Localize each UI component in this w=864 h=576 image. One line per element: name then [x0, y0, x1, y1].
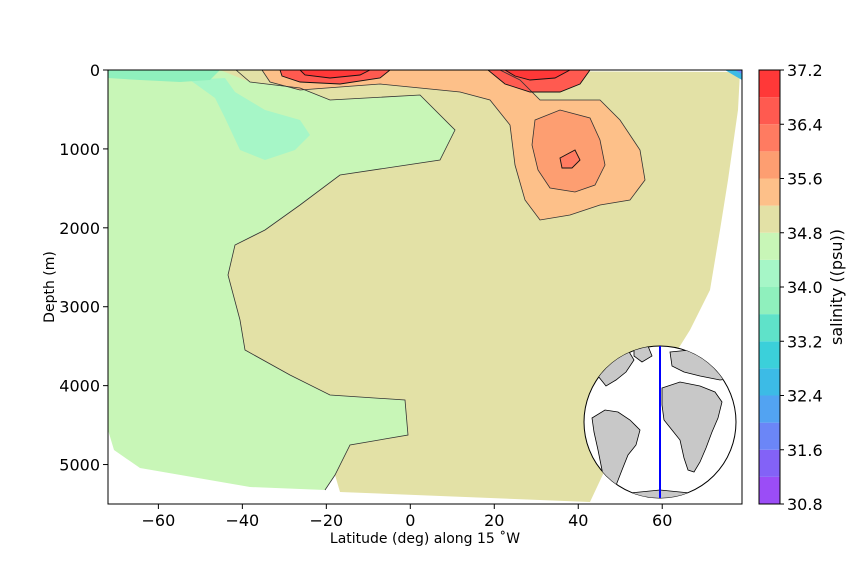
contour-line-36.0	[559, 149, 581, 169]
region-med-core	[560, 150, 580, 168]
region-intermediate-water-surface	[108, 70, 220, 82]
contour-line-36.4-north	[487, 70, 591, 93]
colorbar-tick-label: 30.8	[787, 495, 823, 514]
inset-globe-map	[583, 345, 737, 499]
contour-line-35.6	[531, 109, 606, 193]
region-med-outflow	[532, 110, 605, 192]
y-axis-label: Depth (m)	[42, 251, 58, 323]
y-tick-label: 5000	[59, 456, 100, 475]
contour-line-34.8	[227, 70, 456, 491]
region-arctic-fresh	[725, 70, 742, 80]
colorbar-segment	[759, 287, 780, 315]
y-tick-label: 4000	[59, 377, 100, 396]
contour-line-36.8	[299, 70, 571, 81]
colorbar-label: salinity ((psu))	[827, 229, 846, 345]
colorbar-tick-label: 33.2	[787, 332, 823, 351]
contour-line-36.4-south	[279, 70, 391, 85]
colorbar: 30.8 31.6 32.4 33.2 34.0 34.8 35.6 36.4 37.2	[759, 61, 823, 514]
y-tick-label: 3000	[59, 298, 100, 317]
colorbar-segment	[759, 368, 780, 396]
colorbar-tick-label: 31.6	[787, 441, 823, 460]
colorbar-segment	[759, 151, 780, 179]
colorbar-segment	[759, 422, 780, 450]
contour-line-35.2	[261, 70, 646, 221]
colorbar-segment	[759, 205, 780, 233]
colorbar-segment	[759, 178, 780, 206]
x-tick-label: −40	[225, 511, 259, 530]
colorbar-segment	[759, 314, 780, 342]
x-tick-label: −60	[142, 511, 176, 530]
globe-land-greenland	[633, 346, 653, 363]
y-tick-label: 1000	[59, 140, 100, 159]
colorbar-segment	[759, 449, 780, 477]
colorbar-tick-label: 37.2	[787, 61, 823, 80]
x-tick-label: 60	[652, 511, 672, 530]
colorbar-segment	[759, 97, 780, 125]
x-tick-label: −20	[309, 511, 343, 530]
colorbar-segment	[759, 124, 780, 152]
x-axis: −60 −40 −20 0 20 40 60	[142, 504, 672, 530]
colorbar-tick-label: 34.8	[787, 224, 823, 243]
colorbar-tick-label: 35.6	[787, 170, 823, 189]
plot-frame	[107, 69, 743, 505]
x-tick-label: 20	[484, 511, 504, 530]
colorbar-segment	[759, 341, 780, 369]
y-tick-label: 0	[90, 61, 100, 80]
y-tick-label: 2000	[59, 219, 100, 238]
colorbar-tick-label: 32.4	[787, 387, 823, 406]
x-tick-label: 0	[405, 511, 415, 530]
region-arctic-fresher	[735, 70, 742, 74]
x-tick-label: 40	[568, 511, 588, 530]
region-bottom-water	[108, 70, 455, 490]
colorbar-segment	[759, 259, 780, 287]
colorbar-segment	[759, 232, 780, 260]
colorbar-segment	[759, 395, 780, 423]
globe-land-africa	[661, 381, 723, 473]
colorbar-frame	[758, 69, 781, 505]
x-axis-label: Latitude (deg) along 15 ˚W	[330, 530, 520, 547]
region-surface-core-south	[300, 70, 370, 78]
colorbar-segment	[759, 476, 780, 504]
y-axis: 0 1000 2000 3000 4000 5000	[59, 61, 108, 475]
colorbar-segment	[759, 70, 780, 98]
colorbar-tick-label: 36.4	[787, 115, 823, 134]
colorbar-tick-label: 34.0	[787, 278, 823, 297]
region-intermediate-water	[190, 78, 310, 160]
